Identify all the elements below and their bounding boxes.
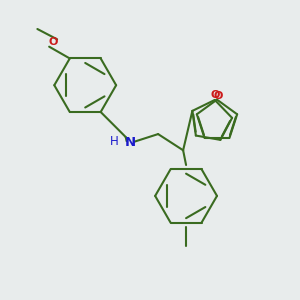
Text: H: H (110, 135, 118, 148)
Text: O: O (49, 37, 58, 47)
Text: O: O (210, 90, 220, 100)
Text: N: N (124, 136, 136, 149)
Text: O: O (214, 91, 223, 101)
